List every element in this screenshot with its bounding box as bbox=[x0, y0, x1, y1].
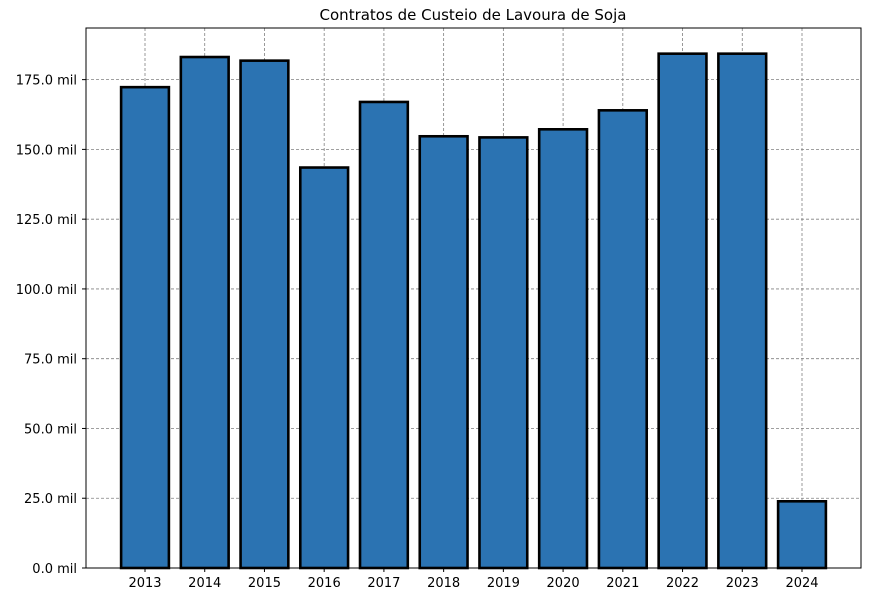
bar-2014 bbox=[179, 55, 230, 570]
x-tick-label: 2021 bbox=[606, 576, 639, 591]
x-tick-label: 2023 bbox=[726, 576, 759, 591]
y-tick-label: 100.0 mil bbox=[16, 283, 77, 298]
bar-2013 bbox=[119, 85, 171, 570]
x-tick-label: 2022 bbox=[666, 576, 699, 591]
y-tick-label: 125.0 mil bbox=[16, 213, 77, 228]
x-tick-label: 2015 bbox=[248, 576, 281, 591]
y-tick-label: 0.0 mil bbox=[32, 562, 77, 577]
bar-2015 bbox=[239, 59, 290, 570]
x-tick-label: 2019 bbox=[487, 576, 520, 591]
bar-2023 bbox=[717, 52, 768, 570]
x-tick-label: 2014 bbox=[188, 576, 221, 591]
x-axis-ticks: 2013 2014 2015 2016 2017 2018 2019 2020 2021 2022… bbox=[128, 568, 819, 591]
y-tick-label: 75.0 mil bbox=[24, 353, 77, 368]
bar-2017 bbox=[358, 100, 410, 570]
bar-2016 bbox=[298, 166, 350, 570]
x-tick-label: 2024 bbox=[785, 576, 818, 591]
chart-title: Contratos de Custeio de Lavoura de Soja bbox=[320, 6, 627, 24]
bar-2021 bbox=[597, 109, 649, 570]
y-tick-label: 25.0 mil bbox=[24, 492, 77, 507]
x-tick-label: 2016 bbox=[308, 576, 341, 591]
bars bbox=[119, 52, 828, 570]
x-tick-label: 2013 bbox=[128, 576, 161, 591]
x-tick-label: 2018 bbox=[427, 576, 460, 591]
bar-2024 bbox=[776, 500, 828, 570]
y-tick-label: 175.0 mil bbox=[16, 74, 77, 89]
x-tick-label: 2020 bbox=[547, 576, 580, 591]
y-tick-label: 50.0 mil bbox=[24, 422, 77, 437]
y-tick-label: 150.0 mil bbox=[16, 143, 77, 158]
bar-2019 bbox=[478, 136, 529, 570]
y-axis-ticks: 0.0 mil 25.0 mil 50.0 mil 75.0 mil 100.0 mil… bbox=[16, 74, 86, 577]
bar-2020 bbox=[537, 128, 589, 570]
x-tick-label: 2017 bbox=[367, 576, 400, 591]
bar-2022 bbox=[657, 52, 708, 570]
plot-frame bbox=[85, 27, 862, 569]
bar-2018 bbox=[418, 134, 469, 570]
